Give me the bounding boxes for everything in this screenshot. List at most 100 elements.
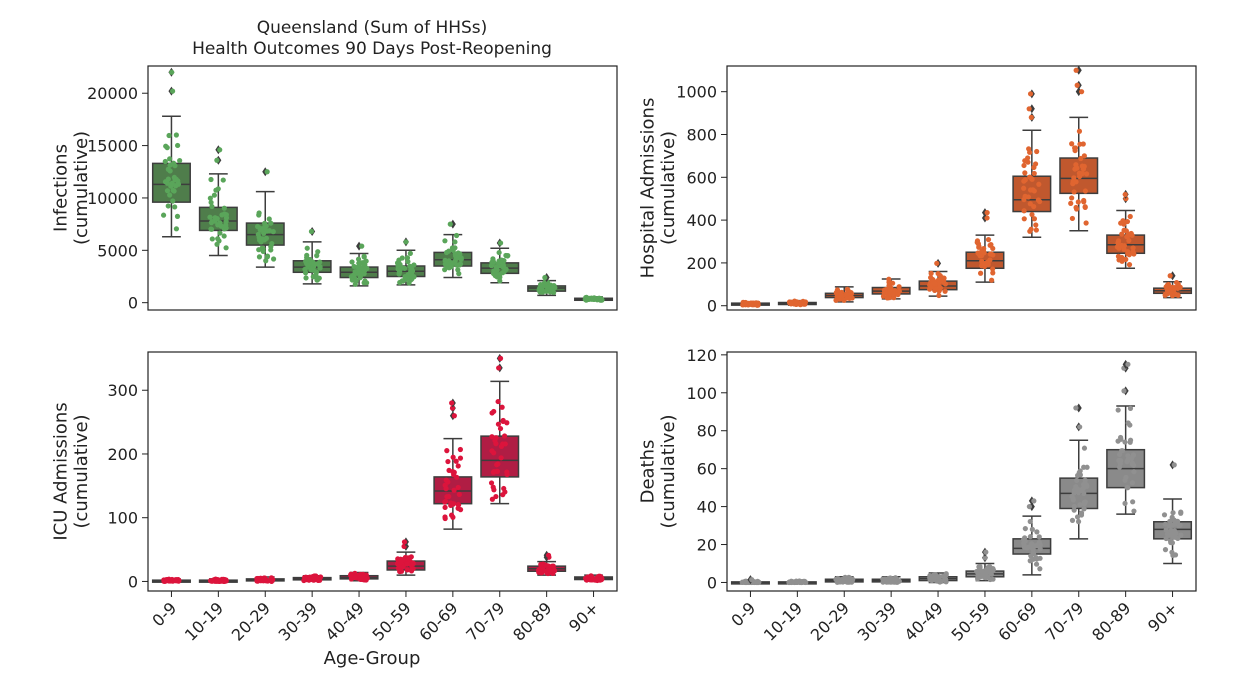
strip-point xyxy=(749,577,755,583)
strip-point xyxy=(1033,227,1039,233)
box-90+ xyxy=(1153,460,1193,565)
strip-point xyxy=(1080,141,1086,147)
strip-point xyxy=(448,263,454,269)
strip-point xyxy=(1083,220,1089,226)
axes-frame xyxy=(726,351,1197,592)
y-tick-label: 20000 xyxy=(87,84,138,103)
y-tick-label: 300 xyxy=(107,381,138,400)
strip-point xyxy=(1071,503,1077,510)
strip-point xyxy=(584,296,591,302)
strip-point xyxy=(1171,517,1177,523)
strip-point xyxy=(497,425,504,432)
strip-point xyxy=(1124,218,1131,225)
strip-point xyxy=(976,243,982,250)
strip-point xyxy=(490,259,497,265)
strip-point xyxy=(164,188,171,194)
strip-point xyxy=(457,455,464,461)
strip-point xyxy=(311,261,317,267)
strip-point xyxy=(932,281,938,287)
strip-point xyxy=(268,220,274,226)
x-tick-label: 30-39 xyxy=(854,598,900,644)
strip-point xyxy=(209,578,215,584)
strip-point xyxy=(989,277,995,283)
strip-point xyxy=(163,578,170,584)
strip-point xyxy=(1071,507,1077,513)
strip-point xyxy=(1022,170,1028,176)
y-tick-label: 0 xyxy=(128,294,138,313)
strip-point xyxy=(209,203,215,210)
strip-point xyxy=(1079,89,1085,95)
strip-point xyxy=(497,240,504,246)
y-axis-label-line: (cumulative) xyxy=(658,131,679,245)
strip-point xyxy=(1123,228,1129,234)
strip-point xyxy=(168,182,174,188)
strip-point xyxy=(263,223,269,229)
strip-point xyxy=(1037,566,1043,572)
strip-point xyxy=(172,578,178,584)
box-60-69 xyxy=(1012,89,1052,238)
y-axis-label-line: Infections xyxy=(50,144,71,232)
strip-point xyxy=(303,258,309,264)
strip-point xyxy=(1021,162,1027,169)
strip-point xyxy=(1121,388,1127,394)
strip-point xyxy=(490,484,496,490)
strip-point xyxy=(536,287,542,293)
strip-point xyxy=(503,252,509,259)
strip-point xyxy=(550,563,556,569)
strip-point xyxy=(404,567,410,573)
strip-point xyxy=(1129,232,1135,238)
strip-point xyxy=(175,142,181,149)
strip-point xyxy=(1033,561,1040,567)
strip-point xyxy=(1126,262,1133,268)
strip-point xyxy=(1178,509,1184,515)
strip-point xyxy=(983,549,989,555)
box-70-79 xyxy=(1059,65,1099,232)
x-tick-label: 30-39 xyxy=(275,598,321,644)
strip-point xyxy=(303,275,309,281)
strip-point xyxy=(1126,237,1132,244)
strip-point xyxy=(896,284,902,290)
strip-point xyxy=(407,250,413,256)
strip-point xyxy=(167,192,173,198)
strip-point xyxy=(355,256,362,262)
strip-point xyxy=(1028,114,1034,120)
y-axis-label: Hospital Admissions(cumulative) xyxy=(637,98,679,279)
strip-point xyxy=(207,195,213,201)
strip-point xyxy=(1022,158,1028,164)
strip-point xyxy=(551,282,557,289)
strip-point xyxy=(1027,518,1033,525)
strip-point xyxy=(842,574,848,580)
y-tick-label: 120 xyxy=(686,346,717,365)
strip-point xyxy=(162,158,168,165)
axes-frame xyxy=(147,65,618,311)
strip-point xyxy=(356,260,362,266)
strip-point xyxy=(172,204,178,210)
strip-point xyxy=(404,255,411,261)
strip-point xyxy=(895,290,901,296)
strip-point xyxy=(407,555,413,561)
strip-point xyxy=(1129,461,1135,467)
y-axis-label-line: (cumulative) xyxy=(658,414,679,528)
strip-point xyxy=(1076,128,1083,134)
strip-point xyxy=(311,575,317,581)
strip-point xyxy=(401,539,408,545)
strip-point xyxy=(1162,521,1168,527)
strip-point xyxy=(497,278,503,284)
strip-point xyxy=(988,242,994,248)
strip-point xyxy=(1130,452,1137,458)
strip-point xyxy=(316,275,322,281)
strip-point xyxy=(753,300,759,306)
strip-point xyxy=(493,493,499,500)
strip-point xyxy=(1166,532,1172,538)
strip-point xyxy=(255,231,261,238)
strip-point xyxy=(491,450,497,456)
box-20-29 xyxy=(824,286,864,303)
strip-point xyxy=(1172,552,1179,558)
strip-point xyxy=(497,355,504,361)
strip-point xyxy=(410,560,416,567)
strip-point xyxy=(1022,525,1028,532)
strip-point xyxy=(597,576,603,582)
strip-point xyxy=(501,258,507,264)
strip-point xyxy=(501,433,508,439)
strip-point xyxy=(256,247,262,253)
